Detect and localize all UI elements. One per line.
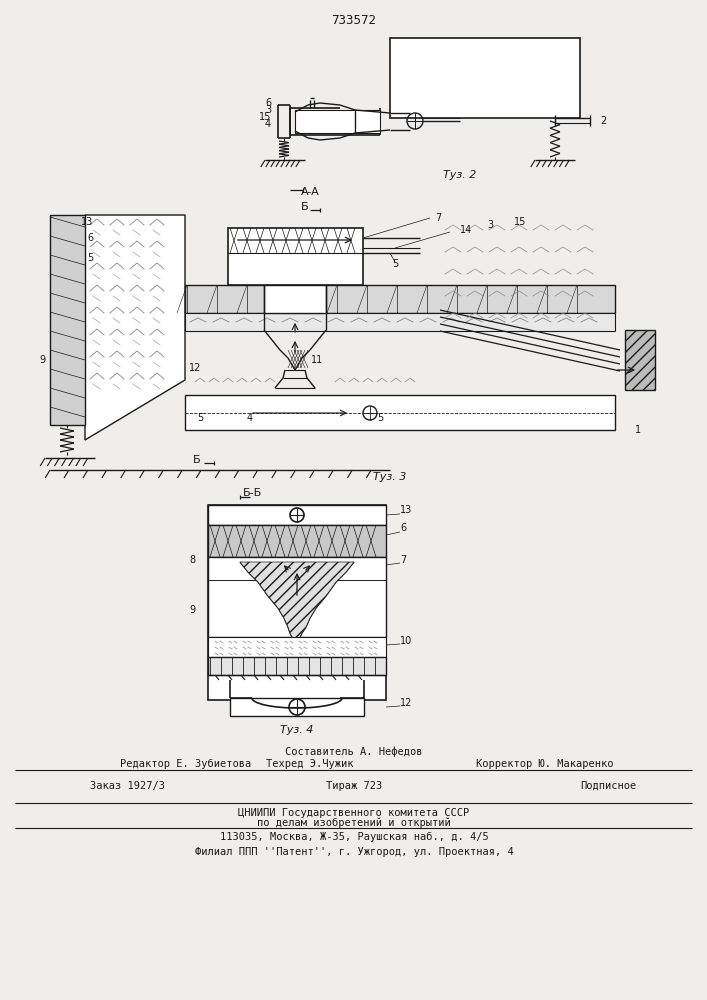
Text: 7: 7 — [400, 555, 407, 565]
Bar — [208, 505, 386, 700]
Text: 12: 12 — [189, 363, 201, 373]
Text: Редактор Е. Зубиетова: Редактор Е. Зубиетова — [120, 759, 251, 769]
Text: Филиал ППП ''Патент'', г. Ужгород, ул. Проектная, 4: Филиал ППП ''Патент'', г. Ужгород, ул. П… — [194, 847, 513, 857]
Text: 5: 5 — [197, 413, 203, 423]
Text: Τуз. 3: Τуз. 3 — [373, 472, 407, 482]
Text: 8: 8 — [190, 555, 196, 565]
Text: 9: 9 — [39, 355, 45, 365]
Text: Б: Б — [193, 455, 201, 465]
Text: 5: 5 — [377, 413, 383, 423]
Text: 12: 12 — [400, 698, 412, 708]
Bar — [390, 38, 580, 118]
Text: 6: 6 — [400, 523, 406, 533]
Text: 1: 1 — [635, 425, 641, 435]
Bar — [230, 698, 364, 716]
Polygon shape — [240, 562, 354, 638]
Polygon shape — [85, 215, 185, 440]
Text: ЦНИИПИ Государственного комитета СССР: ЦНИИПИ Государственного комитета СССР — [238, 808, 469, 818]
Text: 6: 6 — [265, 98, 271, 108]
Text: Техред Э.Чужик: Техред Э.Чужик — [267, 759, 354, 769]
Text: по делам изобретений и открытий: по делам изобретений и открытий — [257, 818, 451, 828]
Text: 9: 9 — [190, 605, 196, 615]
Bar — [295, 110, 380, 133]
Bar — [208, 525, 386, 557]
Text: 11: 11 — [311, 355, 323, 365]
Text: 4: 4 — [265, 119, 271, 129]
Text: Корректор Ю. Макаренко: Корректор Ю. Макаренко — [477, 759, 614, 769]
Bar — [264, 285, 326, 313]
Bar — [208, 637, 386, 657]
Text: Τуз. 2: Τуз. 2 — [443, 170, 477, 180]
Text: A-A: A-A — [300, 187, 320, 197]
Text: 2: 2 — [600, 116, 606, 126]
Text: 733572: 733572 — [332, 13, 377, 26]
Text: 13: 13 — [400, 505, 412, 515]
Bar — [185, 313, 615, 331]
Text: 3: 3 — [487, 220, 493, 230]
Bar — [50, 215, 85, 425]
Text: 10: 10 — [400, 636, 412, 646]
Bar — [208, 657, 386, 675]
Text: Подписное: Подписное — [580, 781, 636, 791]
Text: 6: 6 — [87, 233, 93, 243]
Text: Б: Б — [301, 202, 309, 212]
Text: 15: 15 — [259, 112, 271, 122]
Text: 7: 7 — [435, 213, 441, 223]
Text: 3: 3 — [265, 105, 271, 115]
Bar — [625, 330, 655, 390]
Bar — [208, 505, 386, 525]
Text: Тираж 723: Тираж 723 — [326, 781, 382, 791]
Bar — [185, 395, 615, 430]
Text: 15: 15 — [514, 217, 526, 227]
Bar — [228, 228, 363, 285]
Text: 5: 5 — [87, 253, 93, 263]
Text: Τуз. 4: Τуз. 4 — [280, 725, 314, 735]
Text: 113035, Москва, Ж-35, Раушская наб., д. 4/5: 113035, Москва, Ж-35, Раушская наб., д. … — [220, 832, 489, 842]
Text: Составитель А. Нефедов: Составитель А. Нефедов — [285, 747, 423, 757]
Text: Заказ 1927/3: Заказ 1927/3 — [90, 781, 165, 791]
Bar — [208, 557, 386, 637]
Text: 4: 4 — [247, 413, 253, 423]
Text: 14: 14 — [460, 225, 472, 235]
Text: 13: 13 — [81, 217, 93, 227]
Bar — [185, 285, 615, 313]
Text: Б-Б: Б-Б — [243, 488, 262, 498]
Text: 5: 5 — [392, 259, 398, 269]
